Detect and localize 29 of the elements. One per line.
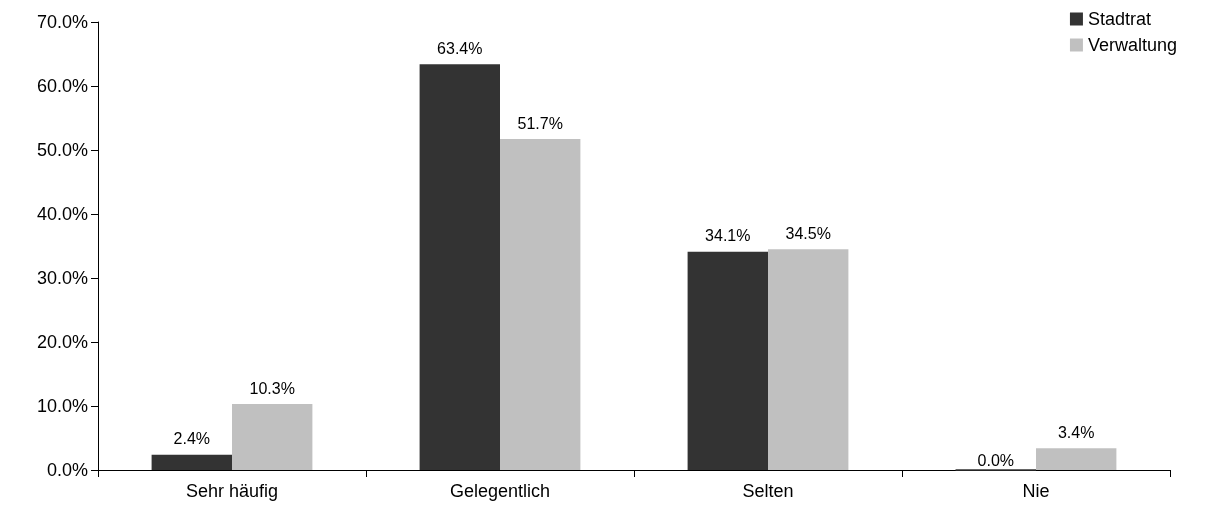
- data-label: 63.4%: [437, 39, 483, 57]
- legend-label: Stadtrat: [1087, 9, 1151, 29]
- bar: [500, 139, 581, 470]
- data-label: 34.5%: [785, 224, 831, 242]
- y-tick-label: 0.0%: [46, 460, 88, 480]
- y-tick-label: 60.0%: [36, 76, 88, 96]
- y-tick-label: 10.0%: [36, 396, 88, 416]
- bar: [687, 251, 768, 470]
- bar: [419, 64, 500, 470]
- bar: [1036, 448, 1117, 470]
- x-tick-label: Gelegentlich: [449, 481, 551, 501]
- data-label: 51.7%: [517, 114, 563, 132]
- y-tick-label: 30.0%: [36, 268, 88, 288]
- bar: [768, 249, 849, 470]
- data-label: 3.4%: [1057, 423, 1095, 441]
- data-label: 10.3%: [249, 379, 295, 397]
- y-tick-label: 20.0%: [36, 332, 88, 352]
- data-label: 2.4%: [173, 430, 211, 448]
- y-tick-label: 70.0%: [36, 12, 88, 32]
- y-tick-label: 50.0%: [36, 140, 88, 160]
- x-tick-label: Sehr häufig: [185, 481, 279, 501]
- data-label: 0.0%: [977, 452, 1015, 469]
- data-label: 34.1%: [705, 227, 751, 245]
- legend-label: Verwaltung: [1087, 35, 1177, 55]
- bar: [151, 454, 232, 470]
- y-tick-label: 40.0%: [36, 204, 88, 224]
- bar: [232, 404, 313, 470]
- x-tick-label: Nie: [1022, 481, 1050, 501]
- x-tick-label: Selten: [742, 481, 794, 501]
